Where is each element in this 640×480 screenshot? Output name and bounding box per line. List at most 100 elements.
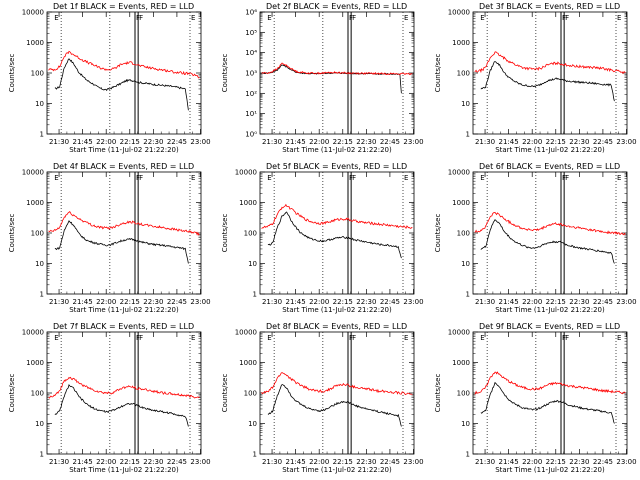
y-axis-label: Counts/sec — [434, 54, 442, 93]
x-tick-label: 22:15 — [333, 138, 353, 146]
y-tick-label: 1 — [40, 451, 44, 459]
x-axis-label: Start Time (11-Jul-02 21:22:20) — [69, 306, 179, 314]
y-tick-label: 100 — [31, 230, 44, 238]
x-tick-label: 21:45 — [286, 298, 306, 306]
flag-label: F — [565, 174, 569, 182]
flag-label: E — [54, 14, 58, 22]
x-tick-label: 22:15 — [546, 138, 566, 146]
y-tick-label: 1 — [253, 291, 257, 299]
panel-det-7f: Det 7f BLACK = Events, RED = LLDEFFE1101… — [8, 322, 211, 474]
panel-title: Det 2f BLACK = Events, RED = LLD — [266, 2, 407, 11]
series-line-lld — [261, 203, 413, 229]
x-tick-label: 22:15 — [333, 298, 353, 306]
x-tick-label: 22:15 — [333, 458, 353, 466]
y-tick-label: 1000 — [239, 199, 257, 207]
y-tick-label: 10 — [461, 420, 470, 428]
y-tick-label: 10000 — [448, 329, 470, 337]
y-tick-label: 1000 — [26, 199, 44, 207]
x-tick-label: 21:30 — [262, 458, 282, 466]
x-tick-label: 23:00 — [616, 138, 636, 146]
y-axis-label: Counts/sec — [221, 54, 229, 93]
series-line-lld — [261, 62, 413, 76]
x-tick-label: 22:00 — [522, 298, 542, 306]
x-tick-label: 21:30 — [475, 138, 495, 146]
panel-title: Det 4f BLACK = Events, RED = LLD — [53, 162, 194, 171]
x-tick-label: 22:00 — [309, 458, 329, 466]
flag-label: F — [139, 14, 143, 22]
x-axis-label: Start Time (11-Jul-02 21:22:20) — [69, 146, 179, 154]
y-tick-label: 1000 — [26, 39, 44, 47]
x-tick-label: 22:45 — [167, 458, 187, 466]
flag-label: E — [267, 334, 271, 342]
panel-det-8f: Det 8f BLACK = Events, RED = LLDEFFE1101… — [221, 322, 424, 474]
panel-title: Det 7f BLACK = Events, RED = LLD — [53, 322, 194, 331]
x-tick-label: 21:45 — [286, 458, 306, 466]
x-tick-label: 22:00 — [522, 138, 542, 146]
x-tick-label: 21:30 — [262, 138, 282, 146]
x-tick-label: 23:00 — [616, 298, 636, 306]
panel-title: Det 1f BLACK = Events, RED = LLD — [53, 2, 194, 11]
flag-label: E — [191, 14, 195, 22]
x-tick-label: 23:00 — [403, 298, 423, 306]
x-tick-label: 21:30 — [475, 458, 495, 466]
panel-title: Det 5f BLACK = Events, RED = LLD — [266, 162, 407, 171]
y-tick-label: 10² — [245, 90, 257, 98]
flag-label: E — [54, 334, 58, 342]
y-tick-label: 10 — [35, 260, 44, 268]
x-tick-label: 22:30 — [143, 458, 163, 466]
x-tick-label: 22:45 — [167, 138, 187, 146]
panel-det-5f: Det 5f BLACK = Events, RED = LLDEFFE1101… — [221, 162, 424, 314]
x-tick-label: 21:30 — [49, 138, 69, 146]
x-tick-label: 22:15 — [546, 298, 566, 306]
panel-det-9f: Det 9f BLACK = Events, RED = LLDEFFE1101… — [434, 322, 637, 474]
panel-det-1f: Det 1f BLACK = Events, RED = LLDEFFE1101… — [8, 2, 211, 154]
y-tick-label: 1000 — [26, 359, 44, 367]
x-tick-label: 21:30 — [262, 298, 282, 306]
x-tick-label: 21:30 — [49, 298, 69, 306]
series-line-lld — [48, 376, 200, 399]
plot-frame — [472, 171, 628, 295]
series-line-events — [54, 58, 189, 111]
panel-det-4f: Det 4f BLACK = Events, RED = LLDEFFE1101… — [8, 162, 211, 314]
y-axis-label: Counts/sec — [8, 374, 16, 413]
x-tick-label: 21:30 — [49, 458, 69, 466]
plot-frame — [46, 331, 202, 455]
x-tick-label: 22:00 — [309, 298, 329, 306]
panel-title: Det 6f BLACK = Events, RED = LLD — [479, 162, 620, 171]
flag-label: E — [617, 14, 621, 22]
y-tick-label: 100 — [31, 390, 44, 398]
x-tick-label: 22:45 — [167, 298, 187, 306]
series-line-events — [261, 64, 402, 94]
panel-det-6f: Det 6f BLACK = Events, RED = LLDEFFE1101… — [434, 162, 637, 314]
x-axis-label: Start Time (11-Jul-02 21:22:20) — [282, 466, 392, 474]
plot-frame — [472, 11, 628, 135]
x-tick-label: 22:15 — [546, 458, 566, 466]
y-tick-label: 100 — [457, 390, 470, 398]
plot-frame — [259, 171, 415, 295]
y-tick-label: 10 — [248, 420, 257, 428]
y-tick-label: 1 — [40, 291, 44, 299]
panel-title: Det 3f BLACK = Events, RED = LLD — [479, 2, 620, 11]
y-tick-label: 10⁰ — [245, 131, 257, 139]
x-tick-label: 22:45 — [380, 298, 400, 306]
x-tick-label: 22:15 — [120, 298, 140, 306]
x-axis-label: Start Time (11-Jul-02 21:22:20) — [495, 146, 605, 154]
series-line-events — [54, 384, 189, 427]
x-tick-label: 23:00 — [190, 298, 210, 306]
flag-label: E — [267, 174, 271, 182]
x-tick-label: 23:00 — [403, 458, 423, 466]
y-tick-label: 1000 — [452, 39, 470, 47]
series-line-events — [54, 220, 189, 264]
series-line-events — [267, 211, 402, 259]
flag-label: E — [404, 174, 408, 182]
flag-label: E — [404, 14, 408, 22]
y-axis-label: Counts/sec — [221, 374, 229, 413]
x-tick-label: 23:00 — [190, 458, 210, 466]
flag-label: F — [565, 14, 569, 22]
x-tick-label: 22:30 — [356, 298, 376, 306]
y-tick-label: 100 — [244, 390, 257, 398]
y-axis-label: Counts/sec — [8, 214, 16, 253]
x-tick-label: 22:30 — [143, 298, 163, 306]
x-tick-label: 22:00 — [309, 138, 329, 146]
